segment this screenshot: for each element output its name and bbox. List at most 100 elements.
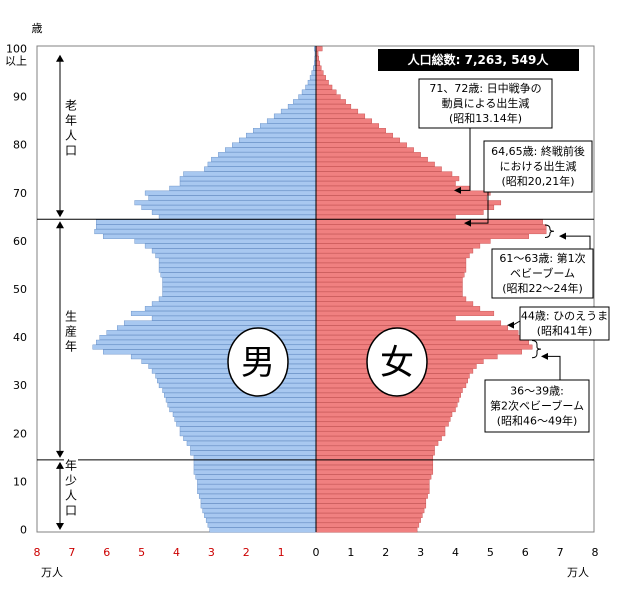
male-bar <box>158 258 317 263</box>
x-tick-label-right: 0 <box>313 546 320 559</box>
female-bar <box>315 99 346 105</box>
female-bar <box>315 469 434 475</box>
female-bar <box>315 320 502 326</box>
annotation-arrowhead <box>454 186 461 194</box>
female-bar <box>315 301 474 307</box>
segment-label-char: 人 <box>65 129 77 143</box>
male-bar <box>204 513 317 518</box>
female-bar <box>315 498 427 504</box>
female-bar <box>315 262 467 268</box>
male-bar <box>94 229 317 235</box>
female-bar <box>315 238 491 244</box>
annotation-text: 61～63歳: 第1次 <box>499 251 585 265</box>
annotation-text: 36～39歳: <box>510 385 564 398</box>
x-tick-label-right: 3 <box>417 546 424 559</box>
female-bar <box>315 137 400 143</box>
male-bar <box>179 431 317 437</box>
y-tick-label: 以上 <box>5 54 27 67</box>
male-bar <box>99 335 317 340</box>
male-bar <box>179 426 317 432</box>
female-bar <box>315 176 460 182</box>
x-tick-label-left: 5 <box>138 546 145 559</box>
x-tick-label-left: 6 <box>103 546 110 559</box>
male-bar <box>280 108 317 114</box>
annotation-arrowhead <box>507 321 514 329</box>
male-bar <box>158 267 317 273</box>
female-bar <box>315 89 337 95</box>
male-bar <box>190 450 317 456</box>
segment-arrow-head <box>56 210 64 218</box>
female-bar <box>315 479 430 485</box>
female-bar <box>315 503 427 509</box>
annotation-text: 第2次ベビーブーム <box>490 399 584 413</box>
female-bar <box>315 108 359 114</box>
female-bar <box>315 233 529 239</box>
segment-label-char: 産 <box>65 324 77 339</box>
male-bar <box>162 282 317 287</box>
female-bar <box>315 450 435 456</box>
male-bar <box>103 233 317 239</box>
male-bar <box>144 306 317 312</box>
female-bar <box>315 416 451 422</box>
segment-label-char: 老 <box>65 99 77 113</box>
y-tick-label: 40 <box>13 331 27 344</box>
female-bar <box>315 282 463 287</box>
female-bar <box>315 296 467 302</box>
segment-label-bg <box>64 95 78 160</box>
female-bar <box>315 460 434 466</box>
male-bar <box>202 508 317 514</box>
female-bar <box>315 286 463 292</box>
female-bar <box>315 248 474 254</box>
male-bar <box>162 291 317 297</box>
y-tick-label: 70 <box>13 187 27 200</box>
female-bar <box>315 517 421 523</box>
male-bar <box>218 152 317 158</box>
male-bar <box>207 161 317 167</box>
male-bar <box>169 407 317 413</box>
x-unit-left: 万人 <box>41 566 63 579</box>
male-bar <box>204 166 317 172</box>
segment-label-bg <box>64 455 78 520</box>
female-bar <box>315 205 495 211</box>
female-bar <box>315 464 434 470</box>
x-tick-label-left: 2 <box>243 546 250 559</box>
female-bar <box>315 258 467 263</box>
female-bar <box>315 474 432 480</box>
segment-label-char: 年 <box>65 114 77 128</box>
x-tick-label-left: 1 <box>278 546 285 559</box>
x-tick-label-left: 3 <box>208 546 215 559</box>
female-bar <box>315 224 547 230</box>
male-bar <box>176 421 317 427</box>
y-tick-label: 0 <box>20 524 27 537</box>
segment-arrow-head <box>56 221 64 229</box>
y-tick-label: 20 <box>13 427 27 440</box>
annotation-box <box>519 306 610 341</box>
female-bar <box>315 190 491 196</box>
annotation-box <box>418 78 553 129</box>
female-bar <box>315 185 470 191</box>
x-tick-label-left: 7 <box>68 546 75 559</box>
female-bar <box>315 310 495 316</box>
male-bar <box>134 200 317 206</box>
segment-label-char: 口 <box>65 144 77 158</box>
male-bar <box>293 99 317 105</box>
male-bar <box>198 493 317 499</box>
male-bar <box>260 123 317 129</box>
x-tick-label-right: 4 <box>452 546 459 559</box>
male-bar <box>130 310 317 316</box>
male-bar <box>96 224 317 230</box>
segment-label-char: 口 <box>65 503 77 517</box>
male-bar <box>239 137 317 143</box>
male-bar <box>232 142 317 148</box>
male-bar <box>162 277 317 283</box>
annotation-text: ベビーブーム <box>510 266 575 280</box>
annotation-box <box>484 379 590 433</box>
y-tick-label: 90 <box>13 91 27 104</box>
female-bar <box>315 267 467 273</box>
female-bar <box>315 412 453 417</box>
male-bar <box>162 286 317 292</box>
female-bar <box>315 75 326 81</box>
male-bar <box>123 320 317 326</box>
segment-label-bg <box>64 306 78 356</box>
annotation-leader <box>512 320 521 326</box>
